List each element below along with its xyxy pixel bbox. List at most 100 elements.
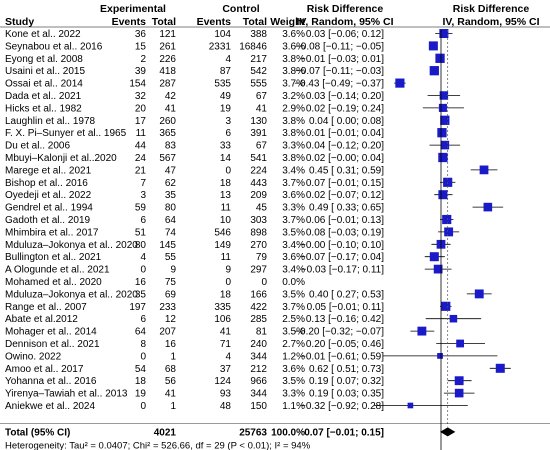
effect-marker bbox=[417, 326, 427, 336]
risk-difference-ci: 0.40 [ 0.27; 0.53] bbox=[309, 289, 384, 300]
control-events: 535 bbox=[214, 79, 231, 90]
total-weight: 100.0% bbox=[271, 427, 305, 438]
risk-difference-ci: −0.03 [−0.17; 0.11] bbox=[301, 265, 384, 276]
control-total: 966 bbox=[250, 376, 267, 387]
effect-marker bbox=[437, 128, 447, 138]
study-row: Aniekwe et al.. 2024 0 1 48 150 1.1%−0.32 [−0… bbox=[5, 401, 384, 412]
study-row: Abate et al.2012 6 12 106 285 2.5% 0.13 [−0.16… bbox=[5, 314, 384, 325]
study-name: Mbuyi–Kalonji et al..2020 bbox=[5, 153, 117, 164]
control-events: 87 bbox=[220, 66, 232, 77]
effect-marker bbox=[449, 314, 458, 323]
control-events: 19 bbox=[220, 103, 232, 114]
control-events: 33 bbox=[220, 141, 232, 152]
risk-difference-ci: −0.20 [−0.32; −0.07] bbox=[294, 327, 384, 338]
study-weight: 3.8% bbox=[282, 128, 305, 139]
control-total: 240 bbox=[250, 339, 267, 350]
study-name: Amoo et al.. 2017 bbox=[5, 364, 84, 375]
plot-area: −0.500.5 bbox=[374, 28, 511, 450]
study-name: Hicks et al.. 1982 bbox=[5, 103, 82, 114]
experimental-events: 21 bbox=[135, 165, 147, 176]
study-row: Oyedeji et al.. 2022 3 35 13 209 3.6% 0.02 [−0… bbox=[5, 190, 384, 201]
study-name: Abate et al.2012 bbox=[5, 314, 78, 325]
study-weight: 3.8% bbox=[282, 54, 305, 65]
effect-marker bbox=[495, 363, 505, 373]
risk-difference-ci: 0.49 [ 0.33; 0.65] bbox=[309, 203, 384, 214]
study-row: Yirenya–Tawiah et al.. 2013 19 41 93 344 3.3%… bbox=[5, 389, 384, 400]
risk-difference-ci: 0.04 [ 0.00; 0.08] bbox=[309, 116, 384, 127]
control-total: 344 bbox=[250, 351, 267, 362]
study-weight: 3.7% bbox=[282, 215, 305, 226]
study-name: Owino. 2022 bbox=[5, 351, 62, 362]
risk-difference-ci: 0.20 [−0.05; 0.46] bbox=[306, 339, 384, 350]
experimental-events: 17 bbox=[135, 116, 147, 127]
control-events: 49 bbox=[220, 91, 232, 102]
study-name: Laughlin et al.. 1978 bbox=[5, 116, 96, 127]
control-total: 898 bbox=[250, 227, 267, 238]
study-name: Mduluza–Jokonya et al.. 2020 bbox=[5, 240, 138, 251]
risk-difference-ci: 0.45 [ 0.31; 0.59] bbox=[309, 165, 384, 176]
effect-marker bbox=[437, 353, 443, 359]
study-weight: 3.3% bbox=[282, 203, 305, 214]
experimental-total: 145 bbox=[159, 240, 176, 251]
risk-difference-ci: 0.62 [ 0.51; 0.73] bbox=[309, 364, 384, 375]
study-weight: 2.7% bbox=[282, 339, 305, 350]
experimental-total: 68 bbox=[165, 364, 177, 375]
control-total: 443 bbox=[250, 178, 267, 189]
study-weight: 3.3% bbox=[282, 389, 305, 400]
experimental-total: 56 bbox=[165, 376, 177, 387]
study-row: Bullington et al.. 2021 4 55 11 79 3.6%−0.07 … bbox=[5, 252, 384, 263]
control-total: 217 bbox=[250, 54, 267, 65]
study-name: Range et al.. 2007 bbox=[5, 302, 87, 313]
risk-difference-ci: 0.02 [−0.19; 0.24] bbox=[306, 103, 384, 114]
study-row: Kone et al.. 2022 36 121 104 388 3.6% 0.03 [−0… bbox=[5, 29, 384, 40]
experimental-events: 54 bbox=[135, 364, 147, 375]
experimental-events: 6 bbox=[140, 314, 146, 325]
risk-difference-ci: 0.06 [−0.01; 0.13] bbox=[306, 215, 384, 226]
risk-difference-ci: 0.03 [−0.14; 0.20] bbox=[306, 91, 384, 102]
risk-difference-ci: −0.01 [−0.03; 0.01] bbox=[300, 54, 384, 65]
risk-difference-ci: 0.03 [−0.06; 0.12] bbox=[306, 29, 384, 40]
control-total: 130 bbox=[250, 116, 267, 127]
experimental-events: 20 bbox=[135, 103, 147, 114]
study-weight: 3.6% bbox=[282, 252, 305, 263]
risk-difference-ci: 0.19 [ 0.03; 0.35] bbox=[309, 389, 384, 400]
control-events: 9 bbox=[225, 265, 231, 276]
experimental-total: 64 bbox=[165, 215, 177, 226]
control-total: 212 bbox=[250, 364, 267, 375]
control-total: 388 bbox=[250, 29, 267, 40]
study-weight: 3.6% bbox=[282, 190, 305, 201]
control-events: 13 bbox=[220, 190, 232, 201]
control-total: 0 bbox=[261, 277, 267, 288]
study-name: Dada et al.. 2021 bbox=[5, 91, 82, 102]
summary-diamond bbox=[440, 427, 456, 437]
experimental-events: 11 bbox=[136, 128, 147, 139]
control-total: 542 bbox=[250, 66, 267, 77]
study-row: Gadoth et al.. 2019 6 64 10 303 3.7% 0.06 [−0.… bbox=[5, 215, 384, 226]
effect-marker bbox=[439, 91, 449, 100]
control-total: 166 bbox=[250, 289, 267, 300]
study-row: A Ologunde et al.. 2021 0 9 9 297 3.4%−0.03 [… bbox=[5, 265, 384, 276]
study-weight: 0.0% bbox=[282, 277, 305, 288]
total-ci: 0.07 [−0.01; 0.15] bbox=[304, 427, 384, 438]
experimental-total: 261 bbox=[159, 41, 176, 52]
effect-marker bbox=[429, 252, 439, 262]
study-row: Amoo et al.. 2017 54 68 37 212 3.6% 0.62 [ 0.5… bbox=[5, 364, 384, 375]
study-weight: 3.5% bbox=[282, 376, 305, 387]
study-name: Gadoth et al.. 2019 bbox=[5, 215, 91, 226]
study-name: Seynabou et al.. 2016 bbox=[5, 41, 103, 52]
experimental-total: 42 bbox=[165, 91, 177, 102]
study-name: Mohamed et al.. 2020 bbox=[5, 277, 102, 288]
experimental-events: 0 bbox=[140, 351, 146, 362]
experimental-total: 121 bbox=[159, 29, 176, 40]
study-row: Eyong et al. 2008 2 226 4 217 3.8%−0.01 [−0.0… bbox=[5, 54, 384, 65]
study-row: Ossai et al.. 2014 154 287 535 555 3.7%−0.43 … bbox=[5, 79, 384, 90]
experimental-total: 9 bbox=[170, 265, 176, 276]
experimental-total: 16 bbox=[165, 339, 177, 350]
control-total: 555 bbox=[250, 79, 267, 90]
control-total: 297 bbox=[250, 265, 267, 276]
experimental-total: 226 bbox=[159, 54, 176, 65]
total-label: Total (95% CI) bbox=[5, 427, 70, 438]
risk-difference-ci: 0.02 [−0.00; 0.04] bbox=[306, 153, 384, 164]
